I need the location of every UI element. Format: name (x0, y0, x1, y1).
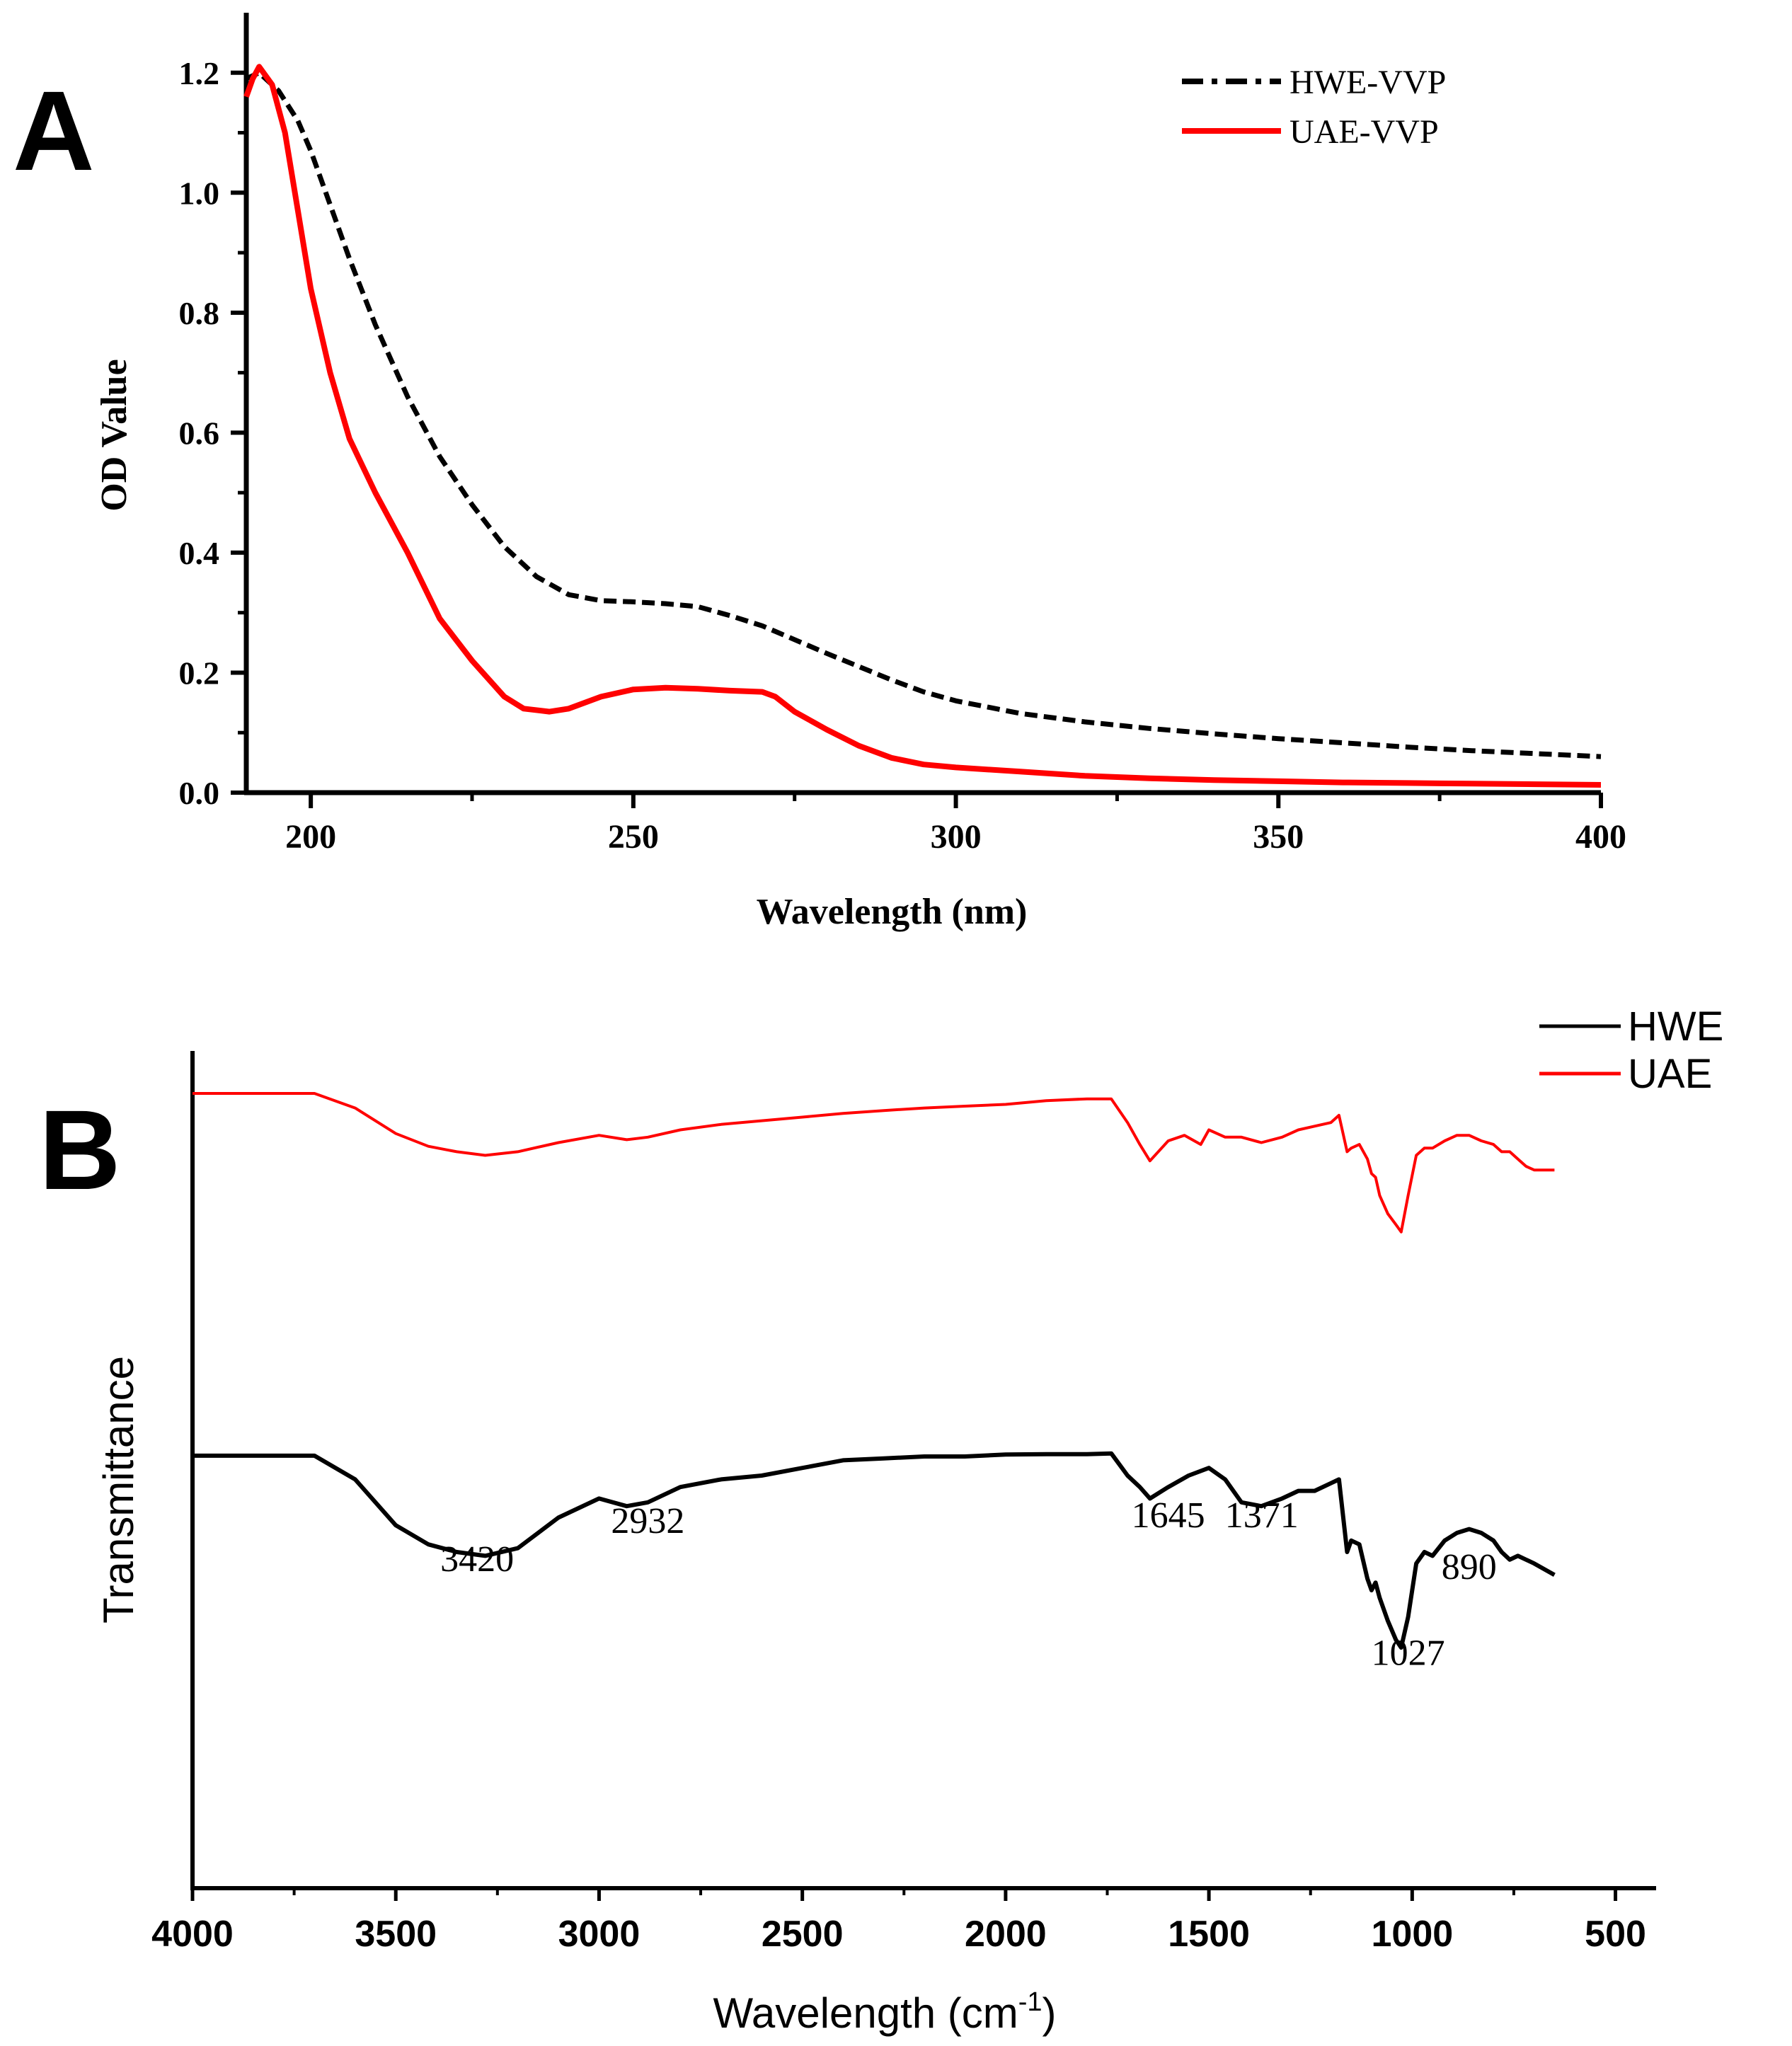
panel-a-x-tick-label: 350 (1253, 818, 1304, 856)
panel-b-x-tick-label: 2500 (762, 1914, 844, 1955)
panel-b-x-tick-label: 1500 (1168, 1914, 1250, 1955)
panel-b-x-axis-label-main: Wavelength (cm (713, 1989, 1018, 2037)
panel-a-x-tick-label: 250 (608, 818, 659, 856)
panel-a-y-tick-label: 0.8 (179, 295, 220, 331)
peak-label: 1371 (1225, 1495, 1299, 1536)
panel-a-y-tick-label: 1.0 (179, 175, 220, 211)
panel-a-y-tick-label: 0.6 (179, 415, 220, 451)
panel-a-y-tick-label: 1.2 (179, 55, 220, 91)
panel-b-x-tick-label: 4000 (151, 1914, 234, 1955)
panel-b-annotations: 3420 2932 1645 1371 890 1027 (440, 1495, 1497, 1673)
legend-label-uae: UAE (1628, 1051, 1712, 1097)
panel-a-x-axis-label: Wavelength (nm) (757, 892, 1028, 932)
panel-b-x-tick-label: 3500 (355, 1914, 437, 1955)
peak-label: 890 (1442, 1547, 1497, 1587)
series-line-hwe-vvp (245, 70, 1602, 759)
panel-b-x-axis-label-suffix: ) (1043, 1989, 1057, 2037)
panel-b-axes (190, 1051, 1656, 1890)
panel-a-y-tick-label: 0.0 (179, 775, 220, 811)
panel-b-x-axis-label-sup: -1 (1018, 1987, 1043, 2017)
panel-a-ticks: 200 250 300 350 400 0.0 0.2 0.4 0.6 0.8 1.0 1.2 (179, 55, 1627, 856)
panel-a-y-tick-label: 0.2 (179, 655, 220, 691)
peak-label: 2932 (611, 1501, 684, 1541)
panel-b-x-axis-label: Wavelength (cm-1) (713, 1987, 1056, 2037)
panel-b-x-tick-label: 2000 (965, 1914, 1047, 1955)
peak-label: 1645 (1132, 1495, 1205, 1536)
panel-a-x-tick-label: 300 (931, 818, 982, 856)
panel-a-y-tick-label: 0.4 (179, 535, 220, 571)
panel-a-x-tick-label: 200 (285, 818, 336, 856)
panel-b-legend: HWE UAE (1539, 1004, 1723, 1097)
panel-b-y-axis-label: Transmittance (95, 1356, 142, 1623)
panel-b-x-tick-label: 500 (1585, 1914, 1646, 1955)
panel-a-x-tick-label: 400 (1575, 818, 1626, 856)
panel-b: B 4000 3500 3000 2500 2000 1500 1000 500 3420 29… (39, 1004, 1723, 2037)
series-line-hwe (193, 1451, 1556, 1650)
panel-a: A 200 250 300 350 400 0.0 0.2 0.4 0.6 0.8 1.0 1.2 W… (13, 13, 1626, 932)
panel-b-ticks: 4000 3500 3000 2500 2000 1500 1000 500 (151, 1888, 1646, 1955)
legend-label-uae-vvp: UAE-VVP (1290, 113, 1439, 151)
panel-b-series (193, 1092, 1556, 1650)
peak-label: 1027 (1372, 1633, 1445, 1673)
peak-label: 3420 (440, 1539, 514, 1580)
panel-a-legend: HWE-VVP UAE-VVP (1182, 64, 1446, 151)
panel-b-x-tick-label: 1000 (1371, 1914, 1453, 1955)
series-line-uae (193, 1092, 1555, 1234)
series-line-uae-vvp (243, 64, 1602, 788)
panel-b-x-tick-label: 3000 (558, 1914, 641, 1955)
panel-a-label: A (13, 67, 95, 194)
panel-a-y-axis-label: OD Value (94, 359, 134, 511)
panel-b-label: B (39, 1086, 121, 1213)
panel-a-series (243, 64, 1602, 788)
legend-label-hwe-vvp: HWE-VVP (1290, 64, 1446, 101)
legend-label-hwe: HWE (1628, 1004, 1723, 1050)
